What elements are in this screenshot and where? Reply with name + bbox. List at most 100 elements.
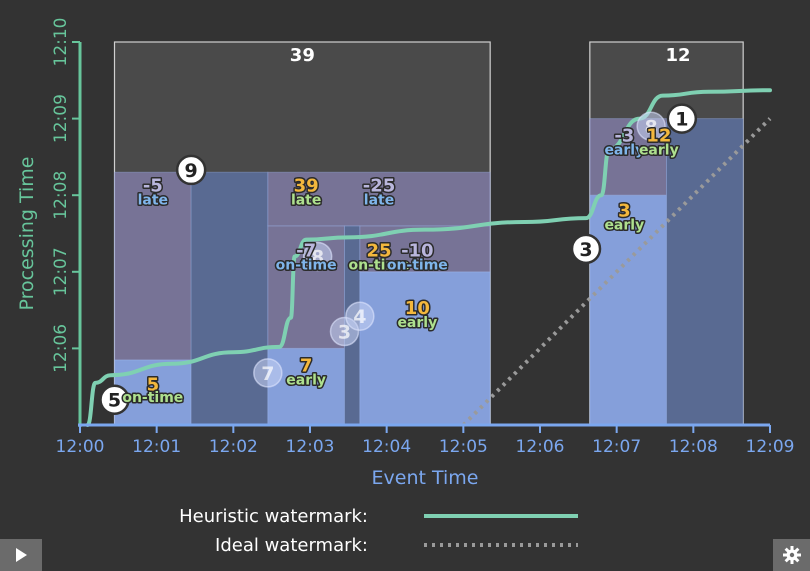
annotation-count: 7 [300,355,313,376]
event-circle [99,384,130,415]
annotation-timing: on-time [387,258,448,274]
annotations: 39 125on-time-5late39late-25late-7on-time… [121,45,691,407]
event-circle [666,103,698,134]
legend-label: Heuristic watermark: [179,506,368,527]
settings-button[interactable] [773,539,810,571]
play-button[interactable] [0,539,42,571]
x-axis-label: Event Time [372,467,479,489]
event-label: 9 [185,160,198,182]
event-label: 5 [108,390,121,412]
event-label: 4 [353,306,366,328]
event-circle [636,111,666,142]
event-7: 8 [636,111,666,142]
play-icon [16,548,27,562]
event-label: 3 [579,239,592,261]
ideal-watermark-line [461,117,772,427]
annotation-timing: early [286,372,326,388]
event-5: 8 [302,241,333,272]
annotation-timing: early [604,143,644,159]
event-circle [345,301,375,331]
annotation-count: 5 [147,375,160,396]
window-bar-8 [267,171,491,227]
pane-total-label: 39 [290,45,315,66]
window-bar-1 [114,171,192,361]
watermark-lines [85,88,772,427]
x-tick-label: 12:08 [669,437,718,457]
x-tick-label: 12:07 [592,437,641,457]
x-tick-label: 12:01 [132,437,181,457]
heuristic-watermark-line [85,88,772,427]
y-tick-label: 12:10 [51,18,71,67]
event-circle [570,233,602,265]
event-label: 8 [645,116,658,138]
annotation-2: 5on-time [121,373,185,407]
event-circle [175,154,207,186]
event-label: 1 [675,109,688,131]
annotation-timing: early [604,218,644,234]
x-tick-label: 12:02 [209,437,258,457]
event-label: 3 [338,322,351,344]
annotation-0: 39 [290,45,315,66]
annotation-count: 10 [405,298,430,319]
y-axis-label: Processing Time [16,157,38,311]
event-4: 4 [345,301,375,331]
x-tick-label: 12:03 [286,437,335,457]
annotation-timing: early [639,143,679,159]
window-bar-3 [267,347,346,426]
legend-label: Ideal watermark: [215,535,368,556]
annotation-1: 12 [665,45,690,66]
pane-total-label: 12 [665,45,690,66]
annotation-timing: late [364,192,394,208]
event-circle [253,358,283,388]
annotation-count: 25 [366,240,391,261]
annotation-count: 39 [294,175,319,196]
annotation-6: -7on-time [274,239,338,275]
annotation-timing: on-time [276,258,337,274]
x-tick-label: 12:00 [56,437,105,457]
annotation-count: -5 [143,175,163,196]
y-tick-label: 12:08 [51,171,71,220]
gear-icon [782,546,801,564]
event-label: 8 [311,246,324,268]
window-bar-11 [666,118,744,426]
window-bar-2 [190,171,269,426]
event-2: 7 [253,358,283,388]
event-1: 9 [175,154,207,186]
event-0: 5 [99,384,130,415]
event-label: 7 [261,363,274,385]
x-tick-label: 12:05 [439,437,488,457]
x-tick-label: 12:04 [362,437,411,457]
x-tick-label: 12:09 [746,437,795,457]
event-8: 1 [666,103,698,134]
axes: 12:00 12:01 12:02 12:03 12:04 12:05 12:06 12:07… [16,18,795,490]
annotation-count: 3 [618,201,631,222]
annotation-count: -3 [614,126,634,147]
y-tick-label: 12:09 [51,94,71,143]
x-tick-label: 12:06 [516,437,565,457]
window-bar-6 [359,271,491,426]
y-tick-label: 12:07 [51,247,71,296]
annotation-timing: on-time [122,390,183,406]
annotation-count: -10 [401,240,434,261]
legend: Heuristic watermark: Ideal watermark: [179,506,578,556]
annotation-timing: late [291,192,321,208]
y-tick-label: 12:06 [51,324,71,373]
event-circle [302,241,333,272]
annotation-count: 12 [646,126,671,147]
annotation-timing: late [138,192,168,208]
annotation-count: -25 [363,175,396,196]
annotation-count: -7 [296,240,316,261]
